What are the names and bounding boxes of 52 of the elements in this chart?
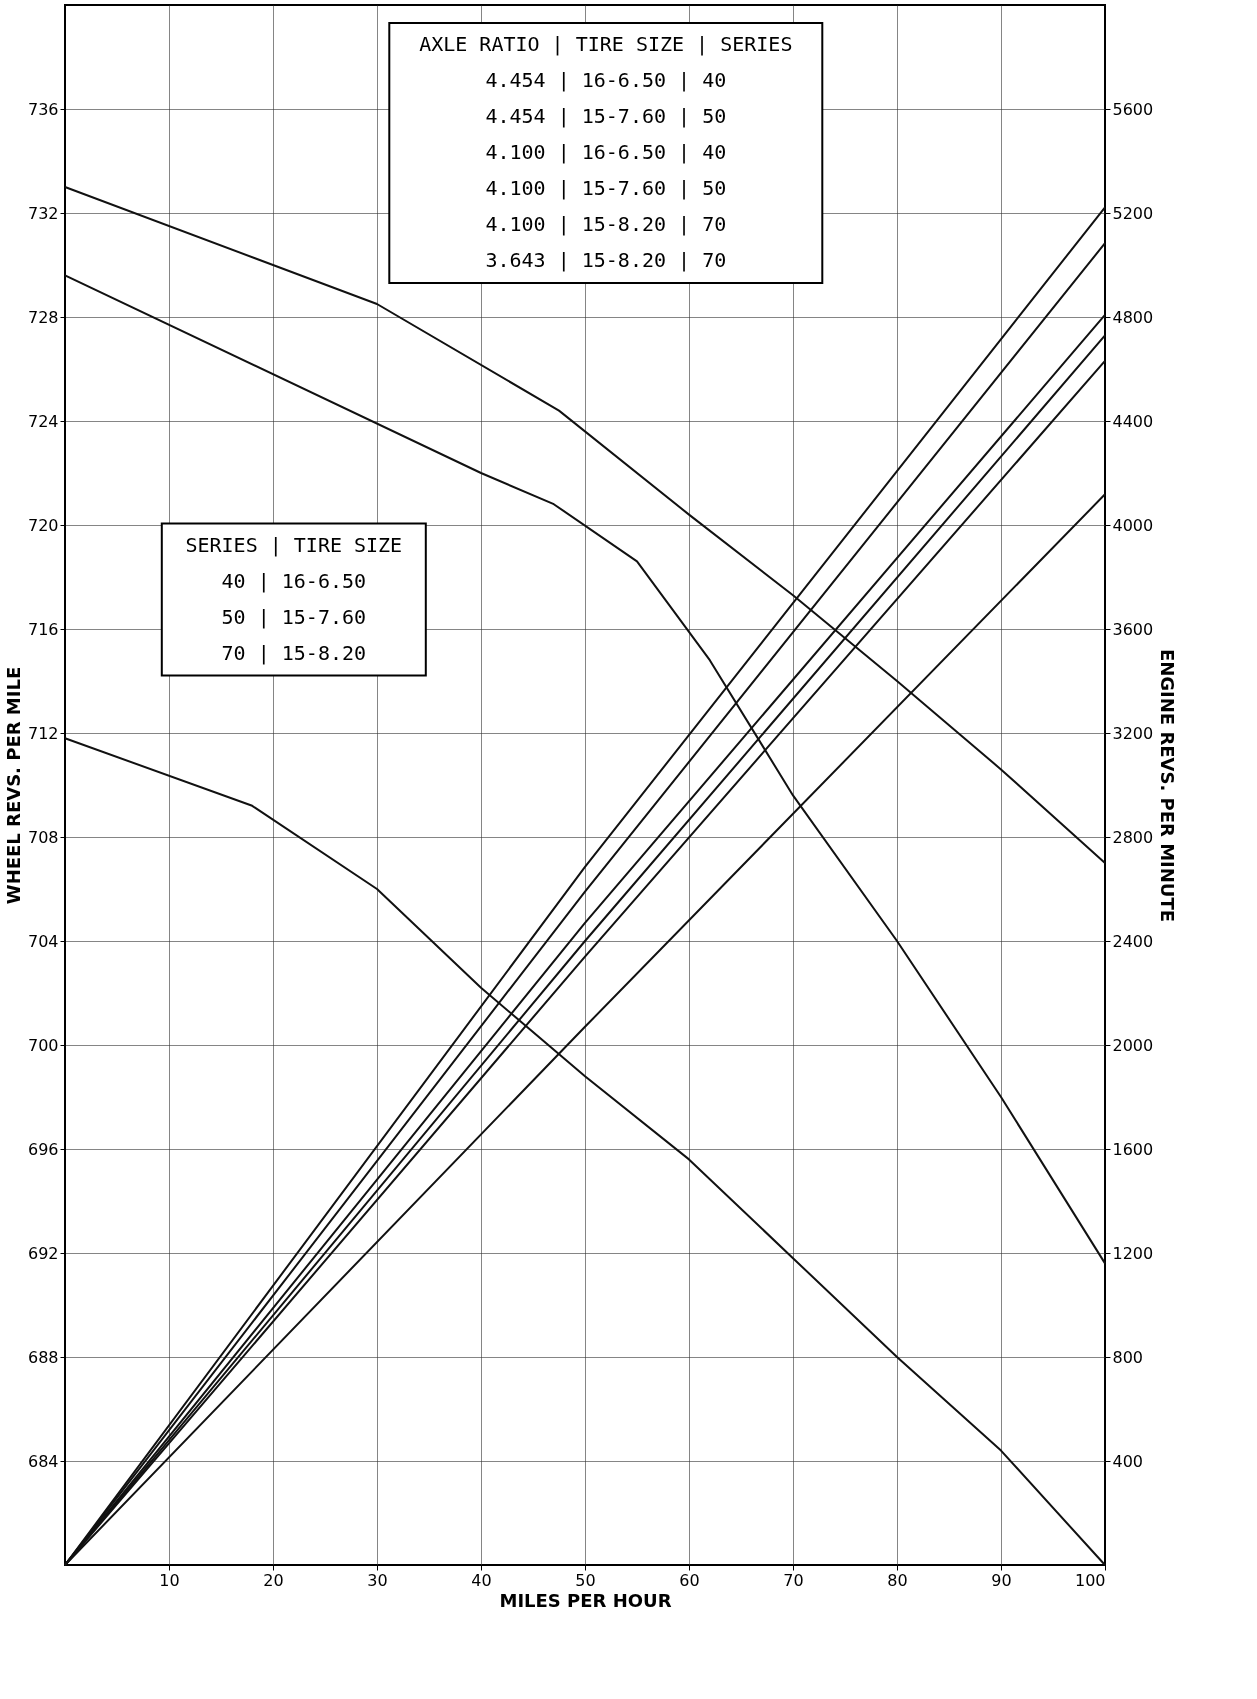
y-tick-label: 708: [27, 827, 59, 847]
y2-tick-label: 2400: [1112, 931, 1154, 951]
y-tick-label: 696: [27, 1139, 59, 1159]
x-tick-label: 60: [679, 1570, 700, 1590]
y-tick-label: 724: [27, 411, 59, 431]
y-tick-label: 700: [27, 1035, 59, 1055]
y2-tick-label: 3200: [1112, 723, 1154, 743]
y-tick-label: 720: [27, 515, 59, 535]
x-tick-label: 90: [991, 1570, 1012, 1590]
y-tick-label: 688: [27, 1347, 59, 1367]
y2-tick-label: 800: [1112, 1347, 1144, 1367]
x-tick-label: 20: [263, 1570, 284, 1590]
annotation: 4.100 | 15-8.20 | 70: [485, 212, 727, 236]
annotation: 4.100 | 15-7.60 | 50: [485, 176, 727, 200]
y2-axis-title: ENGINE REVS. PER MINUTE: [1157, 648, 1179, 923]
annotation: 70 | 15-8.20: [221, 640, 367, 665]
y2-tick-label: 2000: [1112, 1035, 1154, 1055]
annotation: 4.454 | 15-7.60 | 50: [485, 104, 727, 128]
y2-tick-label: 5600: [1112, 99, 1154, 119]
y-tick-label: 712: [27, 723, 59, 743]
annotation: 4.100 | 16-6.50 | 40: [485, 140, 727, 164]
annotation: 40 | 16-6.50: [221, 568, 367, 593]
y2-tick-label: 400: [1112, 1451, 1144, 1471]
y2-tick-label: 5200: [1112, 203, 1154, 223]
y-axis-title: WHEEL REVS. PER MILE: [2, 666, 24, 905]
x-tick-label: 40: [471, 1570, 492, 1590]
annotation: 50 | 15-7.60: [221, 604, 367, 629]
x-tick-label: 80: [887, 1570, 908, 1590]
x-tick-label: 100: [1074, 1570, 1106, 1590]
y2-tick-label: 4800: [1112, 307, 1154, 327]
x-tick-label: 30: [367, 1570, 388, 1590]
y2-tick-label: 4000: [1112, 515, 1154, 535]
annotation: SERIES | TIRE SIZE: [185, 532, 403, 557]
annotation: AXLE RATIO | TIRE SIZE | SERIES: [419, 32, 793, 56]
y2-tick-label: 3600: [1112, 619, 1154, 639]
y2-tick-label: 4400: [1112, 411, 1154, 431]
x-tick-label: 10: [159, 1570, 180, 1590]
y2-tick-label: 2800: [1112, 827, 1154, 847]
annotation: 4.454 | 16-6.50 | 40: [485, 68, 727, 92]
x-tick-label: 50: [575, 1570, 596, 1590]
y-tick-label: 716: [27, 619, 59, 639]
x-tick-label: 70: [783, 1570, 804, 1590]
y-tick-label: 736: [27, 99, 59, 119]
y-tick-label: 704: [27, 931, 59, 951]
y-tick-label: 732: [27, 203, 59, 223]
x-axis-title: MILES PER HOUR: [499, 1589, 672, 1611]
annotation: 3.643 | 15-8.20 | 70: [485, 248, 727, 272]
y-tick-label: 684: [27, 1451, 59, 1471]
y-tick-label: 728: [27, 307, 59, 327]
y2-tick-label: 1600: [1112, 1139, 1154, 1159]
y2-tick-label: 1200: [1112, 1243, 1154, 1263]
y-tick-label: 692: [27, 1243, 59, 1263]
